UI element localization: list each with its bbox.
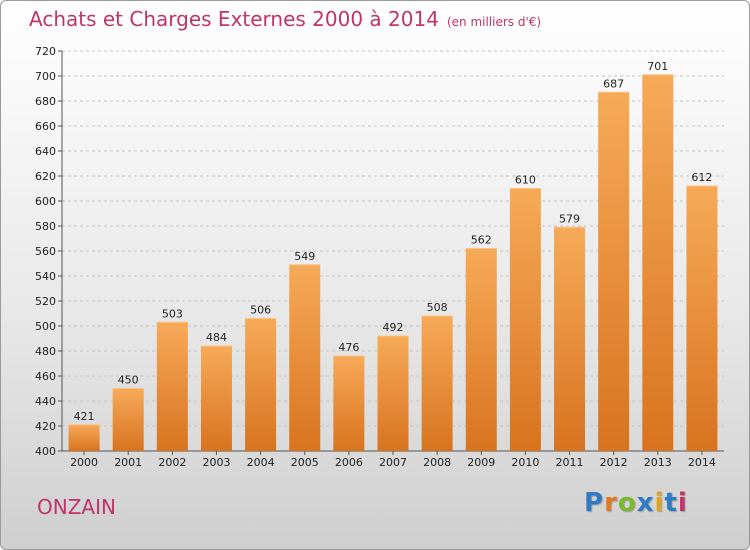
bar-value-label: 508 bbox=[427, 301, 448, 314]
x-tick-label: 2012 bbox=[600, 456, 628, 469]
bar bbox=[509, 188, 541, 451]
bar bbox=[156, 322, 188, 451]
x-tick-label: 2002 bbox=[158, 456, 186, 469]
title-text: Achats et Charges Externes 2000 à 2014 bbox=[29, 7, 439, 31]
x-tick-label: 2014 bbox=[688, 456, 716, 469]
bar bbox=[421, 316, 453, 451]
x-tick-label: 2013 bbox=[644, 456, 672, 469]
x-tick-label: 2005 bbox=[291, 456, 319, 469]
y-tick-label: 460 bbox=[35, 370, 56, 383]
bar-value-label: 610 bbox=[515, 174, 536, 187]
y-tick-label: 620 bbox=[35, 170, 56, 183]
commune-name: ONZAIN bbox=[37, 495, 116, 519]
y-tick-label: 660 bbox=[35, 120, 56, 133]
x-tick-label: 2011 bbox=[556, 456, 584, 469]
bar bbox=[598, 92, 630, 451]
bar-value-label: 450 bbox=[118, 374, 139, 387]
y-tick-label: 520 bbox=[35, 295, 56, 308]
bar-value-label: 476 bbox=[338, 341, 359, 354]
y-tick-label: 640 bbox=[35, 145, 56, 158]
bar bbox=[200, 346, 232, 451]
y-tick-label: 540 bbox=[35, 270, 56, 283]
bar-value-label: 612 bbox=[691, 171, 712, 184]
bar bbox=[642, 74, 674, 451]
bar-value-label: 701 bbox=[647, 60, 668, 73]
bar bbox=[245, 318, 277, 451]
y-tick-label: 720 bbox=[35, 45, 56, 58]
bar-value-label: 562 bbox=[471, 234, 492, 247]
y-tick-label: 680 bbox=[35, 95, 56, 108]
y-tick-label: 700 bbox=[35, 70, 56, 83]
bar-value-label: 687 bbox=[603, 77, 624, 90]
bar bbox=[686, 186, 718, 451]
x-tick-label: 2000 bbox=[70, 456, 98, 469]
y-tick-label: 580 bbox=[35, 220, 56, 233]
bar bbox=[465, 248, 497, 451]
x-tick-label: 2006 bbox=[335, 456, 363, 469]
x-tick-label: 2001 bbox=[114, 456, 142, 469]
x-tick-label: 2008 bbox=[423, 456, 451, 469]
bar bbox=[112, 388, 144, 451]
y-tick-label: 440 bbox=[35, 395, 56, 408]
bar-value-label: 484 bbox=[206, 331, 227, 344]
bar-value-label: 506 bbox=[250, 304, 271, 317]
x-tick-label: 2010 bbox=[511, 456, 539, 469]
bar bbox=[333, 356, 365, 451]
proxiti-logo: Proxiti bbox=[584, 488, 688, 518]
bar bbox=[68, 424, 100, 451]
bar-value-label: 549 bbox=[294, 250, 315, 263]
x-tick-label: 2009 bbox=[467, 456, 495, 469]
bar-value-label: 579 bbox=[559, 212, 580, 225]
y-tick-label: 480 bbox=[35, 345, 56, 358]
x-tick-label: 2007 bbox=[379, 456, 407, 469]
y-tick-label: 400 bbox=[35, 445, 56, 458]
x-tick-label: 2003 bbox=[202, 456, 230, 469]
chart-title: Achats et Charges Externes 2000 à 2014 (e… bbox=[29, 7, 541, 31]
bar bbox=[554, 227, 586, 451]
bar bbox=[377, 336, 409, 451]
y-tick-label: 560 bbox=[35, 245, 56, 258]
y-tick-label: 500 bbox=[35, 320, 56, 333]
bar-value-label: 492 bbox=[383, 321, 404, 334]
y-tick-label: 600 bbox=[35, 195, 56, 208]
bar-value-label: 421 bbox=[74, 410, 95, 423]
bar bbox=[289, 264, 321, 451]
y-tick-label: 420 bbox=[35, 420, 56, 433]
unit-label: (en milliers d'€) bbox=[446, 15, 542, 29]
bar-value-label: 503 bbox=[162, 307, 183, 320]
x-tick-label: 2004 bbox=[247, 456, 275, 469]
